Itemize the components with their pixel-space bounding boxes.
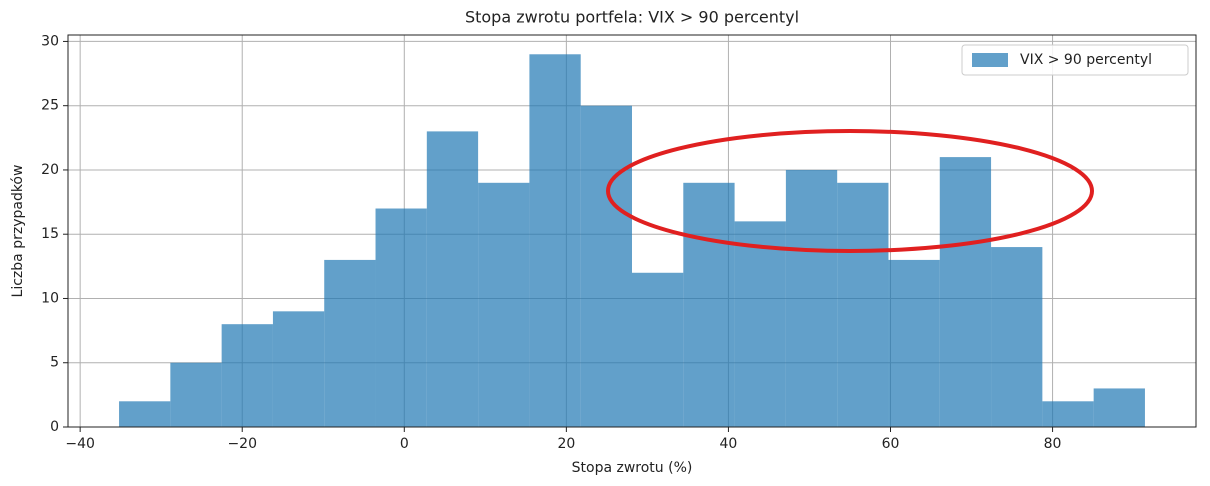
bar xyxy=(478,182,530,427)
bar xyxy=(991,247,1043,427)
bar xyxy=(734,221,786,427)
bar xyxy=(119,401,171,427)
y-tick-label: 25 xyxy=(41,98,59,114)
x-tick-label: 80 xyxy=(1044,436,1062,452)
bar xyxy=(375,208,427,427)
x-tick-label: 0 xyxy=(400,436,409,452)
x-tick-label: −40 xyxy=(65,436,95,452)
chart-title: Stopa zwrotu portfela: VIX > 90 percenty… xyxy=(465,8,799,27)
legend-label: VIX > 90 percentyl xyxy=(1020,52,1152,68)
y-tick-label: 15 xyxy=(41,226,59,242)
bar xyxy=(888,259,940,427)
bars xyxy=(119,54,1145,428)
x-tick-label: 40 xyxy=(720,436,738,452)
bar xyxy=(1093,388,1145,427)
y-tick-label: 30 xyxy=(41,33,59,49)
legend-box xyxy=(961,44,1189,76)
bar xyxy=(683,182,735,427)
y-tick-label: 0 xyxy=(50,419,59,435)
y-tick-label: 5 xyxy=(50,355,59,371)
x-tick-label: −20 xyxy=(227,436,257,452)
x-tick-label: 20 xyxy=(557,436,575,452)
legend-swatch xyxy=(972,53,1008,67)
y-tick-label: 20 xyxy=(41,162,59,178)
bar xyxy=(170,362,222,427)
bar xyxy=(939,157,992,427)
bar xyxy=(632,272,684,427)
bar xyxy=(272,311,325,427)
x-axis-label: Stopa zwrotu (%) xyxy=(572,460,693,476)
bar xyxy=(426,131,479,428)
highlight-ellipse xyxy=(606,129,1094,253)
bar xyxy=(324,259,376,427)
bar xyxy=(785,169,838,428)
bar xyxy=(529,54,581,428)
plot-frame xyxy=(67,34,1197,428)
bar xyxy=(580,105,632,427)
y-tick-label: 10 xyxy=(41,290,59,306)
bar xyxy=(221,324,273,427)
x-tick-label: 60 xyxy=(882,436,900,452)
y-axis-label: Liczba przypadków xyxy=(10,165,26,298)
legend: VIX > 90 percentyl xyxy=(961,44,1189,76)
bar xyxy=(1042,401,1094,427)
bar xyxy=(837,182,889,427)
